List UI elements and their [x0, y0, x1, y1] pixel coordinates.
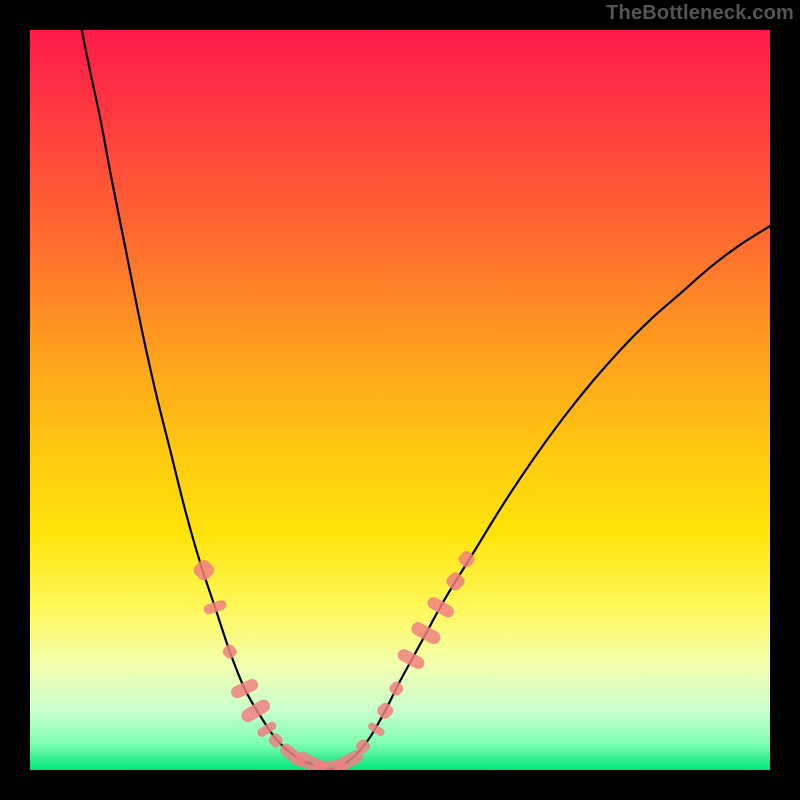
chart-container: TheBottleneck.com	[0, 0, 800, 800]
watermark-text: TheBottleneck.com	[606, 2, 794, 25]
chart-svg	[0, 0, 800, 800]
